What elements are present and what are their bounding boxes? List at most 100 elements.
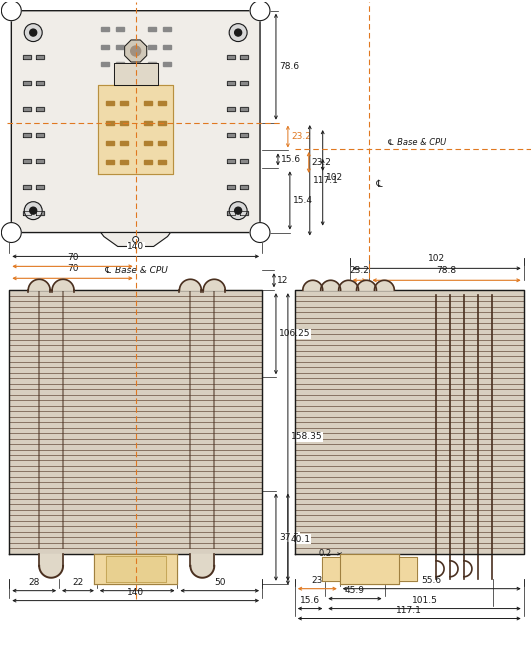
Text: 50: 50 bbox=[214, 578, 226, 587]
Polygon shape bbox=[240, 81, 248, 85]
Polygon shape bbox=[36, 133, 44, 137]
Polygon shape bbox=[240, 185, 248, 189]
Polygon shape bbox=[227, 108, 235, 111]
FancyBboxPatch shape bbox=[11, 11, 260, 233]
Polygon shape bbox=[36, 159, 44, 163]
Text: 78.6: 78.6 bbox=[279, 62, 299, 71]
Text: 117.1: 117.1 bbox=[396, 605, 422, 614]
Polygon shape bbox=[144, 161, 152, 165]
Text: 70: 70 bbox=[66, 264, 78, 274]
Circle shape bbox=[235, 207, 242, 214]
Polygon shape bbox=[339, 554, 400, 584]
Polygon shape bbox=[23, 81, 31, 85]
Text: 45.9: 45.9 bbox=[345, 585, 365, 595]
Polygon shape bbox=[101, 233, 170, 247]
Polygon shape bbox=[240, 56, 248, 59]
Polygon shape bbox=[39, 554, 63, 578]
Text: ℄ Base & CPU: ℄ Base & CPU bbox=[387, 138, 446, 147]
Polygon shape bbox=[163, 62, 170, 67]
Text: 106.25: 106.25 bbox=[279, 329, 311, 338]
Polygon shape bbox=[227, 56, 235, 59]
Polygon shape bbox=[114, 63, 157, 85]
Circle shape bbox=[250, 222, 270, 243]
Polygon shape bbox=[23, 210, 31, 214]
Polygon shape bbox=[144, 121, 152, 124]
Polygon shape bbox=[106, 140, 114, 144]
Text: ℄ Base & CPU: ℄ Base & CPU bbox=[104, 266, 168, 276]
Text: 40.1: 40.1 bbox=[291, 535, 311, 544]
Text: 101.5: 101.5 bbox=[412, 595, 437, 605]
Polygon shape bbox=[101, 44, 109, 48]
Text: 0.2: 0.2 bbox=[319, 549, 331, 558]
Polygon shape bbox=[36, 185, 44, 189]
Polygon shape bbox=[240, 159, 248, 163]
Polygon shape bbox=[10, 290, 262, 554]
Circle shape bbox=[30, 207, 37, 214]
Polygon shape bbox=[23, 185, 31, 189]
Polygon shape bbox=[240, 133, 248, 137]
Polygon shape bbox=[106, 101, 114, 105]
Text: 158.35: 158.35 bbox=[291, 433, 322, 442]
Polygon shape bbox=[321, 280, 340, 290]
Text: 23.2: 23.2 bbox=[291, 132, 311, 141]
Text: 23.2: 23.2 bbox=[350, 266, 369, 276]
Polygon shape bbox=[163, 44, 170, 48]
Polygon shape bbox=[101, 27, 109, 31]
Polygon shape bbox=[36, 56, 44, 59]
Polygon shape bbox=[120, 121, 128, 124]
Polygon shape bbox=[163, 27, 170, 31]
Text: 117.1: 117.1 bbox=[313, 176, 339, 185]
Polygon shape bbox=[116, 62, 124, 67]
Polygon shape bbox=[98, 85, 173, 174]
Polygon shape bbox=[203, 280, 225, 290]
Polygon shape bbox=[240, 210, 248, 214]
Polygon shape bbox=[23, 108, 31, 111]
Polygon shape bbox=[116, 27, 124, 31]
Polygon shape bbox=[227, 133, 235, 137]
Text: 23: 23 bbox=[312, 576, 323, 585]
Polygon shape bbox=[36, 81, 44, 85]
Polygon shape bbox=[120, 140, 128, 144]
Text: ℄: ℄ bbox=[375, 179, 383, 189]
Polygon shape bbox=[23, 159, 31, 163]
Polygon shape bbox=[23, 56, 31, 59]
Polygon shape bbox=[28, 280, 50, 290]
Polygon shape bbox=[52, 280, 74, 290]
Polygon shape bbox=[106, 121, 114, 124]
Polygon shape bbox=[23, 133, 31, 137]
Polygon shape bbox=[157, 161, 165, 165]
Circle shape bbox=[2, 222, 21, 243]
Text: 140: 140 bbox=[127, 243, 144, 251]
Text: 102: 102 bbox=[428, 255, 445, 263]
Circle shape bbox=[131, 46, 140, 56]
Polygon shape bbox=[101, 62, 109, 67]
Polygon shape bbox=[106, 161, 114, 165]
Polygon shape bbox=[375, 280, 394, 290]
Text: 40: 40 bbox=[131, 578, 143, 587]
Text: 37.5: 37.5 bbox=[279, 533, 299, 542]
Polygon shape bbox=[94, 554, 178, 584]
Text: 15.6: 15.6 bbox=[281, 155, 301, 164]
Polygon shape bbox=[190, 554, 214, 578]
Polygon shape bbox=[303, 280, 323, 290]
Polygon shape bbox=[157, 101, 165, 105]
Text: 102: 102 bbox=[326, 173, 343, 182]
Polygon shape bbox=[120, 101, 128, 105]
Polygon shape bbox=[240, 108, 248, 111]
Polygon shape bbox=[147, 44, 155, 48]
Text: 70: 70 bbox=[66, 253, 78, 262]
Polygon shape bbox=[157, 121, 165, 124]
Polygon shape bbox=[227, 81, 235, 85]
Circle shape bbox=[30, 29, 37, 36]
Polygon shape bbox=[144, 140, 152, 144]
Circle shape bbox=[229, 202, 247, 220]
Text: 78.8: 78.8 bbox=[436, 266, 456, 276]
Polygon shape bbox=[36, 210, 44, 214]
Polygon shape bbox=[116, 44, 124, 48]
Circle shape bbox=[235, 29, 242, 36]
Polygon shape bbox=[339, 280, 359, 290]
Polygon shape bbox=[227, 185, 235, 189]
Polygon shape bbox=[147, 27, 155, 31]
Circle shape bbox=[229, 24, 247, 42]
Circle shape bbox=[2, 1, 21, 21]
